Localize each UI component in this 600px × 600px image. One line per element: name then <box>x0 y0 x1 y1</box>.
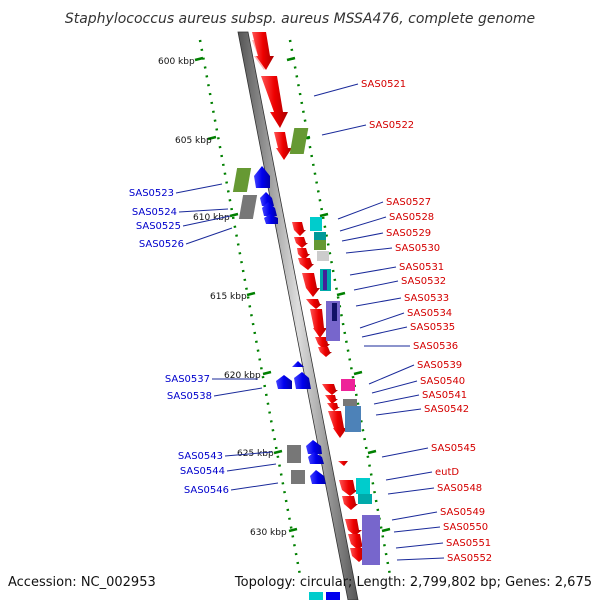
gene-label: SAS0526 <box>139 239 184 250</box>
right-gene-labels: SAS0521 SAS0522 SAS0527 SAS0528 SAS0529 … <box>361 79 492 564</box>
left-gene-labels: SAS0523 SAS0524 SAS0525 SAS0526 SAS0537 … <box>129 188 229 496</box>
gene-label: SAS0525 <box>136 221 181 232</box>
gene-label: SAS0540 <box>420 376 465 387</box>
topology-label: Topology: circular; Length: 2,799,802 bp… <box>234 575 592 590</box>
tick-label: 610 kbp <box>193 213 230 223</box>
gene-label: SAS0551 <box>446 538 491 549</box>
gene-label: SAS0543 <box>178 451 223 462</box>
gene-label: SAS0549 <box>440 507 485 518</box>
gene-label: SAS0537 <box>165 374 210 385</box>
gene-label: SAS0524 <box>132 207 177 218</box>
gene-label: SAS0538 <box>167 391 212 402</box>
gene-label: SAS0535 <box>410 322 455 333</box>
gene-label: SAS0533 <box>404 293 449 304</box>
right-label-leaders <box>313 83 445 561</box>
left-label-leaders <box>175 183 279 491</box>
tick-605-left <box>207 135 217 141</box>
left-tick-track <box>198 39 302 576</box>
gene-label: SAS0544 <box>180 466 225 477</box>
gene-label: SAS0532 <box>401 276 446 287</box>
tick-620-right <box>353 370 363 376</box>
forward-strand-genes <box>252 32 366 562</box>
tick-label: 605 kbp <box>175 136 212 146</box>
gene-label: SAS0528 <box>389 212 434 223</box>
tick-600-left <box>194 56 204 62</box>
gene-label: SAS0536 <box>413 341 458 352</box>
tick-615-right <box>336 291 346 297</box>
major-ticks <box>194 56 391 533</box>
gene-label: SAS0548 <box>437 483 482 494</box>
cog-function-blocks <box>232 128 380 600</box>
gene-label: eutD <box>435 467 459 478</box>
reverse-strand-genes <box>254 166 326 484</box>
tick-610-right <box>319 212 329 218</box>
tick-630-right <box>381 527 391 533</box>
gene-label: SAS0545 <box>431 443 476 454</box>
tick-610-left <box>229 212 239 218</box>
tick-label: 620 kbp <box>224 371 261 381</box>
gene-label: SAS0534 <box>407 308 452 319</box>
tick-615-left <box>246 291 256 297</box>
tick-630-left <box>288 527 298 533</box>
tick-label: 615 kbp <box>210 292 247 302</box>
gene-label: SAS0546 <box>184 485 229 496</box>
position-labels: 600 kbp 605 kbp 610 kbp 615 kbp 620 kbp … <box>158 57 287 538</box>
gene-label: SAS0522 <box>369 120 414 131</box>
gene-label: SAS0527 <box>386 197 431 208</box>
gene-label: SAS0542 <box>424 404 469 415</box>
accession-label: Accession: NC_002953 <box>8 575 156 590</box>
map-title: Staphylococcus aureus subsp. aureus MSSA… <box>65 11 535 27</box>
gene-label: SAS0523 <box>129 188 174 199</box>
gene-label: SAS0530 <box>395 243 440 254</box>
tick-600-right <box>286 56 296 62</box>
gene-label: SAS0552 <box>447 553 492 564</box>
tick-label: 625 kbp <box>237 449 274 459</box>
gene-label: SAS0529 <box>386 228 431 239</box>
tick-625-left <box>273 449 283 455</box>
gene-label: SAS0521 <box>361 79 406 90</box>
gene-label: SAS0550 <box>443 522 488 533</box>
gene-label: SAS0531 <box>399 262 444 273</box>
gene-label: SAS0541 <box>422 390 467 401</box>
tick-625-right <box>367 449 377 455</box>
tick-label: 600 kbp <box>158 57 195 67</box>
tick-620-left <box>262 370 272 376</box>
gene-label: SAS0539 <box>417 360 462 371</box>
tick-label: 630 kbp <box>250 528 287 538</box>
